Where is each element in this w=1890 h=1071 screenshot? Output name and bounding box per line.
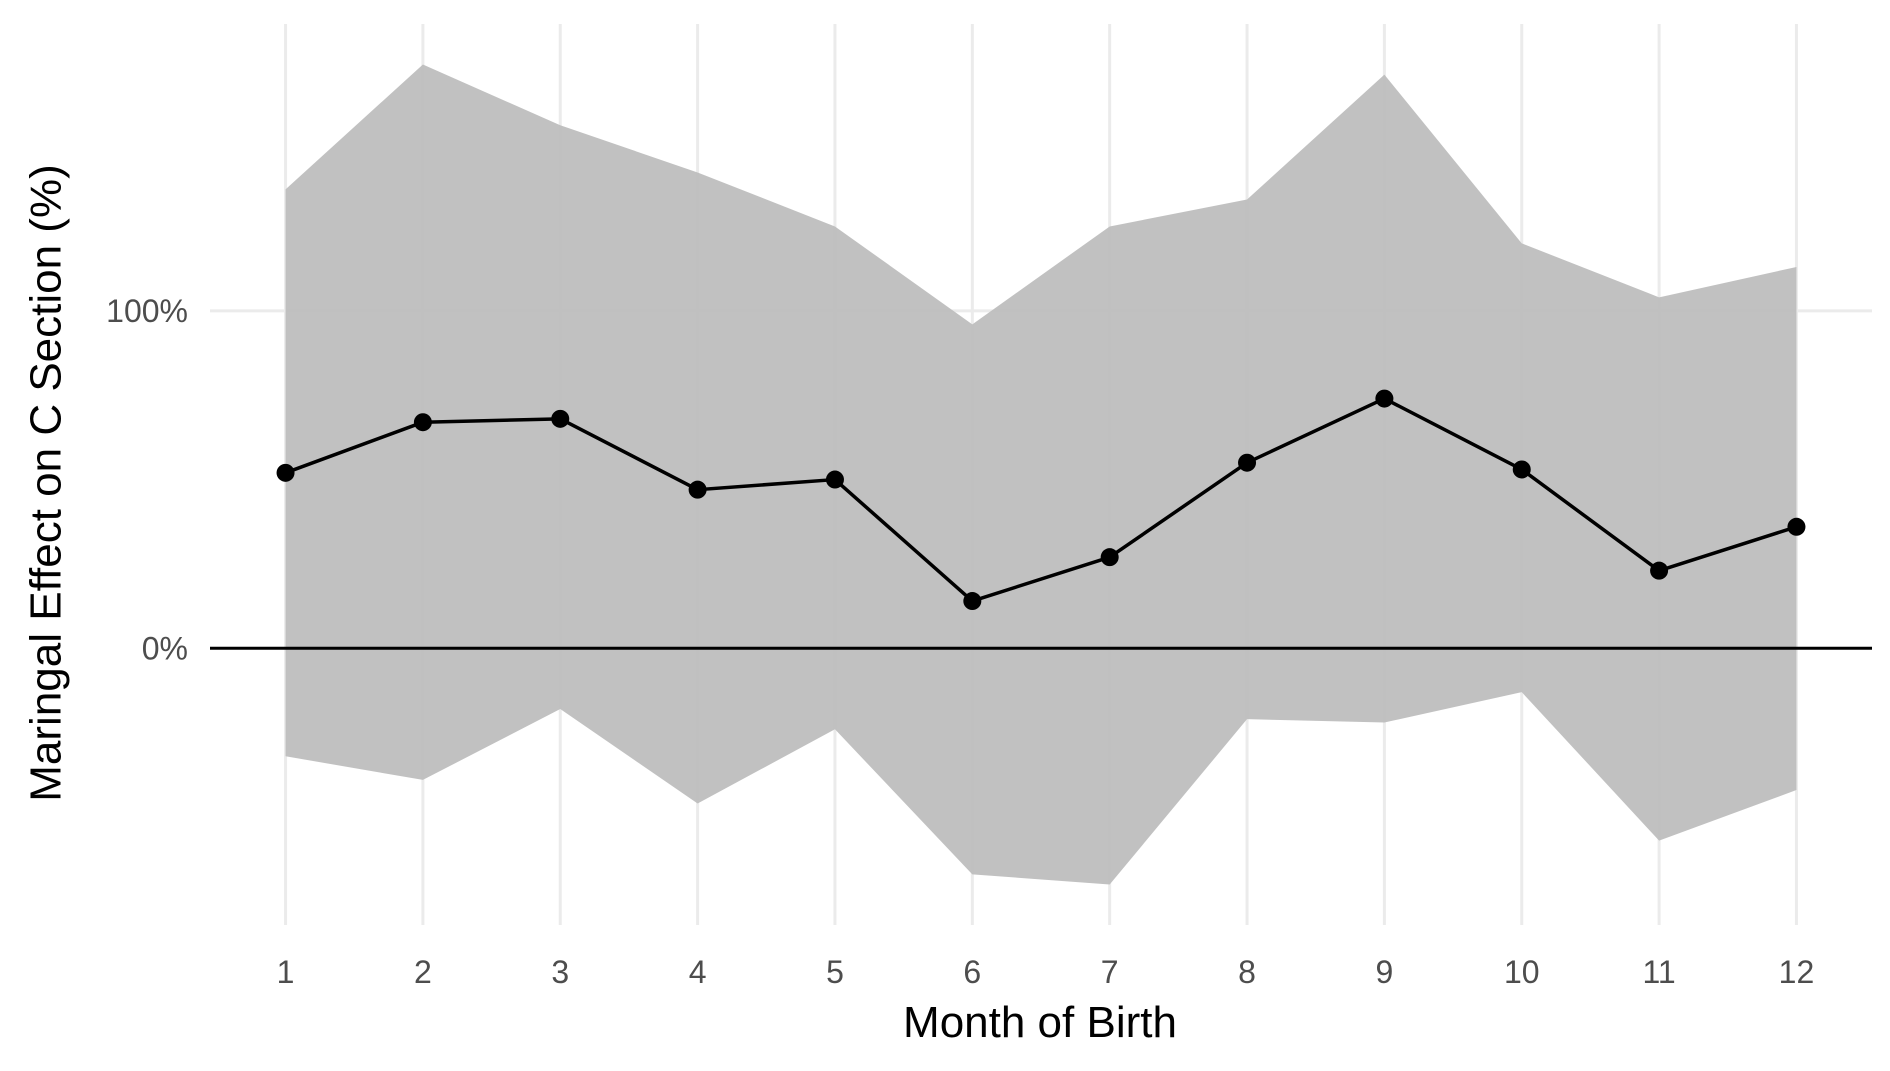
- x-tick-label-4: 4: [689, 954, 707, 990]
- data-point-month-9: [1375, 389, 1394, 408]
- x-tick-label-6: 6: [963, 954, 981, 990]
- x-tick-label-12: 12: [1779, 954, 1815, 990]
- x-tick-label-5: 5: [826, 954, 844, 990]
- confidence-band-layer: [285, 64, 1797, 885]
- data-point-month-10: [1512, 460, 1531, 479]
- data-point-month-4: [688, 480, 707, 499]
- data-point-month-12: [1787, 517, 1806, 536]
- series-layer: [276, 389, 1806, 611]
- y-axis-title: Maringal Effect on C Section (%): [22, 164, 71, 801]
- y-tick-label-0%: 0%: [142, 630, 188, 666]
- data-point-month-5: [825, 470, 844, 489]
- series-line: [284, 396, 1797, 603]
- x-tick-label-9: 9: [1375, 954, 1393, 990]
- y-axis-ticks: 0% 100%: [106, 293, 188, 666]
- data-point-month-6: [963, 592, 982, 611]
- x-tick-label-8: 8: [1238, 954, 1256, 990]
- data-point-month-3: [551, 409, 570, 428]
- data-point-month-11: [1650, 561, 1669, 580]
- data-point-month-7: [1100, 548, 1119, 567]
- x-tick-label-11: 11: [1642, 954, 1675, 990]
- data-point-month-1: [276, 463, 295, 482]
- data-point-month-2: [413, 413, 432, 432]
- x-axis-title: Month of Birth: [903, 998, 1177, 1047]
- x-tick-label-1: 1: [277, 954, 295, 990]
- y-tick-label-100%: 100%: [106, 293, 188, 329]
- x-tick-label-10: 10: [1504, 954, 1540, 990]
- confidence-band: [285, 64, 1797, 885]
- x-tick-label-2: 2: [414, 954, 432, 990]
- x-tick-label-7: 7: [1101, 954, 1119, 990]
- x-axis-ticks: 1 2 3 4 5 6 7 8 9 10 11 12: [277, 954, 1815, 990]
- x-tick-label-3: 3: [551, 954, 569, 990]
- data-point-month-8: [1238, 453, 1257, 472]
